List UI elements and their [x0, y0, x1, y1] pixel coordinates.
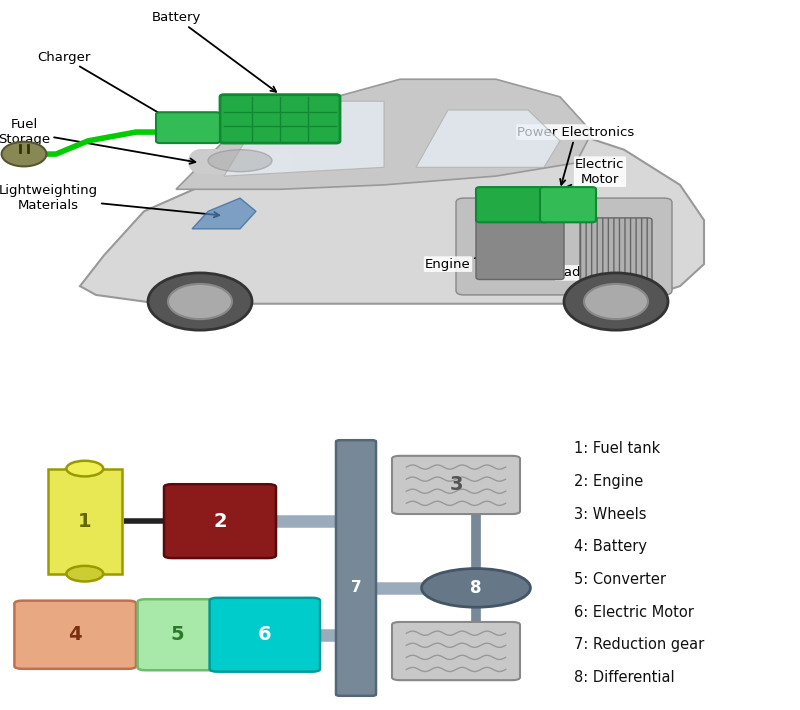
Circle shape	[2, 142, 46, 166]
FancyBboxPatch shape	[580, 218, 652, 284]
Text: Power Electronics: Power Electronics	[518, 126, 634, 185]
Text: 6: 6	[258, 626, 272, 644]
FancyBboxPatch shape	[392, 456, 520, 514]
Text: 5: Converter: 5: Converter	[574, 572, 666, 587]
Text: 7: 7	[350, 580, 362, 596]
Text: 3: Wheels: 3: Wheels	[574, 506, 647, 522]
Text: Electric
Motor: Electric Motor	[532, 158, 625, 203]
Circle shape	[584, 284, 648, 319]
Ellipse shape	[66, 461, 103, 476]
Circle shape	[422, 569, 530, 607]
FancyBboxPatch shape	[336, 440, 376, 696]
FancyBboxPatch shape	[456, 198, 672, 295]
FancyBboxPatch shape	[14, 601, 136, 669]
FancyBboxPatch shape	[210, 598, 320, 672]
Text: Charger: Charger	[38, 50, 180, 125]
FancyBboxPatch shape	[220, 94, 340, 143]
Text: 1: 1	[78, 512, 92, 530]
Polygon shape	[80, 119, 704, 304]
FancyBboxPatch shape	[476, 218, 564, 280]
Circle shape	[148, 273, 252, 330]
FancyBboxPatch shape	[476, 187, 548, 222]
FancyBboxPatch shape	[540, 187, 596, 222]
Polygon shape	[224, 102, 384, 176]
Text: Radiator: Radiator	[556, 258, 612, 280]
FancyBboxPatch shape	[156, 112, 220, 143]
Circle shape	[564, 273, 668, 330]
Text: Battery: Battery	[151, 11, 276, 92]
Text: 5: 5	[170, 626, 185, 644]
Text: 7: Reduction gear: 7: Reduction gear	[574, 637, 705, 652]
Text: Fuel
Storage: Fuel Storage	[0, 118, 195, 164]
Ellipse shape	[208, 150, 272, 172]
Text: 3: 3	[450, 475, 462, 494]
Text: Lightweighting
Materials: Lightweighting Materials	[0, 184, 219, 217]
Text: 6: Electric Motor: 6: Electric Motor	[574, 604, 694, 620]
FancyBboxPatch shape	[138, 599, 218, 670]
Polygon shape	[192, 198, 256, 229]
Text: Engine: Engine	[425, 251, 503, 271]
Text: 2: 2	[213, 512, 227, 530]
Text: 2: Engine: 2: Engine	[574, 474, 644, 489]
Polygon shape	[176, 80, 592, 190]
Text: 8: 8	[470, 579, 482, 597]
Circle shape	[168, 284, 232, 319]
Text: 4: 4	[68, 626, 82, 644]
Ellipse shape	[66, 566, 103, 581]
Polygon shape	[416, 110, 560, 168]
Text: 4: Battery: 4: Battery	[574, 539, 647, 555]
FancyBboxPatch shape	[392, 622, 520, 680]
Text: 8: Differential: 8: Differential	[574, 670, 675, 685]
FancyBboxPatch shape	[164, 484, 276, 558]
Text: 1: Fuel tank: 1: Fuel tank	[574, 441, 661, 457]
FancyBboxPatch shape	[48, 469, 122, 574]
